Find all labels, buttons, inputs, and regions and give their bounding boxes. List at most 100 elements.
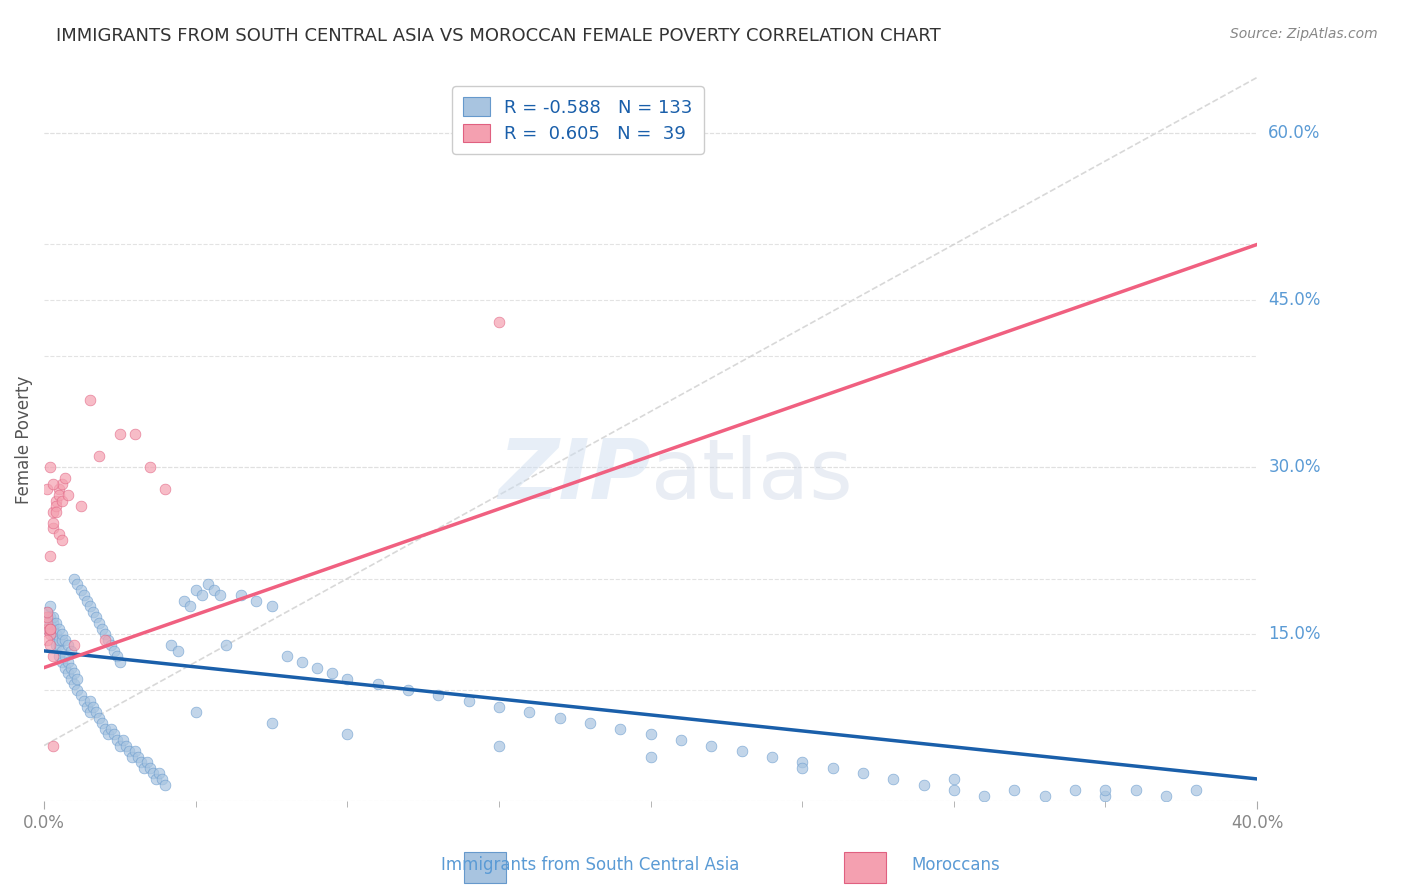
Point: [37, 622, 59, 636]
Point: [51, 632, 73, 647]
Point: [90, 716, 112, 731]
Point: [179, 599, 201, 614]
Point: [100, 638, 122, 652]
Point: [84, 610, 107, 624]
Point: [53, 660, 76, 674]
Point: [39, 638, 62, 652]
Point: [48, 483, 70, 497]
Point: [761, 749, 783, 764]
Point: [108, 739, 131, 753]
Point: [37, 632, 59, 647]
Point: [730, 744, 752, 758]
Point: [51, 493, 73, 508]
Point: [139, 761, 162, 775]
Point: [79, 599, 101, 614]
Point: [79, 393, 101, 408]
Point: [457, 694, 479, 708]
Point: [51, 644, 73, 658]
Point: [821, 761, 844, 775]
Point: [39, 549, 62, 564]
Point: [139, 460, 162, 475]
Point: [488, 739, 510, 753]
Point: [100, 722, 122, 736]
Point: [108, 655, 131, 669]
Point: [79, 705, 101, 719]
Point: [58, 666, 80, 681]
Point: [160, 638, 183, 652]
Point: [48, 638, 70, 652]
Point: [72, 588, 94, 602]
Point: [145, 772, 167, 786]
Point: [42, 476, 65, 491]
Text: IMMIGRANTS FROM SOUTH CENTRAL ASIA VS MOROCCAN FEMALE POVERTY CORRELATION CHART: IMMIGRANTS FROM SOUTH CENTRAL ASIA VS MO…: [56, 27, 941, 45]
Point: [700, 739, 723, 753]
Point: [51, 476, 73, 491]
Point: [173, 594, 195, 608]
Point: [39, 627, 62, 641]
Point: [548, 711, 571, 725]
Point: [42, 739, 65, 753]
Point: [488, 699, 510, 714]
Point: [66, 682, 89, 697]
Text: 45.0%: 45.0%: [1268, 291, 1320, 310]
Point: [1154, 789, 1177, 803]
Point: [1185, 783, 1208, 797]
Point: [76, 594, 98, 608]
Point: [58, 638, 80, 652]
Point: [1004, 783, 1026, 797]
Point: [1064, 783, 1087, 797]
Point: [276, 649, 298, 664]
Point: [42, 505, 65, 519]
Point: [1094, 789, 1116, 803]
Point: [305, 660, 328, 674]
Point: [42, 610, 65, 624]
Point: [42, 521, 65, 535]
Point: [66, 577, 89, 591]
Point: [87, 449, 110, 463]
Point: [53, 471, 76, 485]
Point: [245, 594, 267, 608]
Point: [87, 615, 110, 630]
Point: [97, 632, 120, 647]
Point: [76, 699, 98, 714]
Point: [912, 777, 935, 791]
Point: [640, 727, 662, 741]
Point: [39, 460, 62, 475]
Point: [134, 761, 156, 775]
Point: [1094, 783, 1116, 797]
Point: [45, 638, 67, 652]
Point: [37, 605, 59, 619]
Point: [39, 615, 62, 630]
Legend: R = -0.588   N = 133, R =  0.605   N =  39: R = -0.588 N = 133, R = 0.605 N = 39: [453, 87, 703, 154]
Point: [121, 749, 143, 764]
Point: [792, 756, 814, 770]
Point: [48, 649, 70, 664]
Point: [367, 677, 389, 691]
Point: [42, 615, 65, 630]
Point: [48, 622, 70, 636]
Point: [136, 756, 159, 770]
Point: [155, 483, 177, 497]
Point: [202, 582, 225, 597]
Point: [124, 744, 146, 758]
Point: [197, 577, 219, 591]
Point: [37, 605, 59, 619]
Point: [1033, 789, 1056, 803]
Point: [94, 627, 117, 641]
Text: Moroccans: Moroccans: [911, 856, 1001, 874]
Point: [336, 672, 359, 686]
Point: [60, 644, 83, 658]
Point: [191, 588, 214, 602]
Text: ZIP: ZIP: [498, 435, 651, 516]
Text: 30.0%: 30.0%: [1268, 458, 1320, 476]
Point: [260, 716, 283, 731]
Point: [48, 632, 70, 647]
Point: [42, 516, 65, 530]
Point: [517, 705, 540, 719]
Point: [108, 426, 131, 441]
Point: [37, 610, 59, 624]
Point: [69, 689, 91, 703]
Point: [1125, 783, 1147, 797]
Point: [45, 627, 67, 641]
Point: [155, 777, 177, 791]
